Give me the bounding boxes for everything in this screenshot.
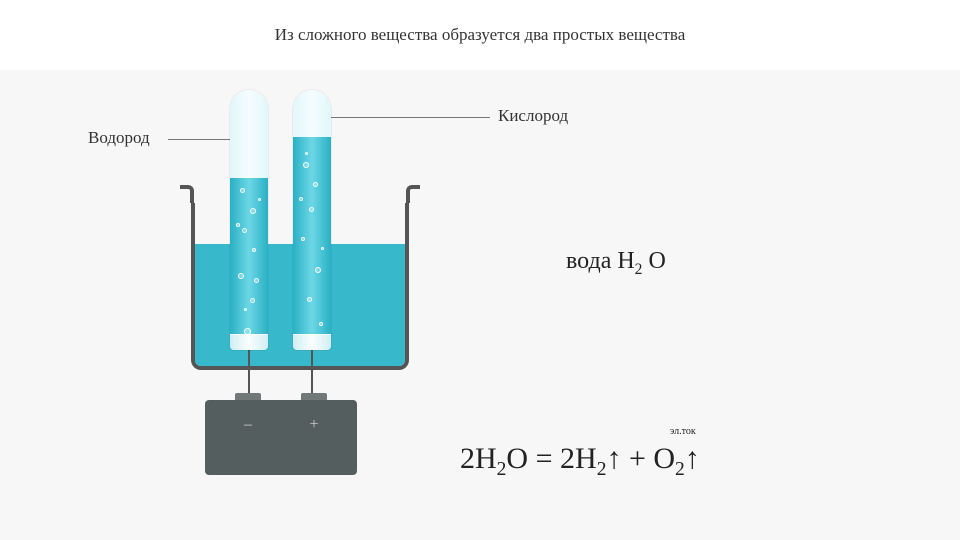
water-formula-prefix: вода H — [566, 248, 635, 274]
page-title: Из сложного вещества образуется два прос… — [275, 25, 686, 45]
battery: – + — [205, 400, 357, 475]
tube-hydrogen-electrode — [230, 334, 268, 350]
electrolysis-diagram: Водород Кислород — [60, 70, 480, 500]
hydrogen-label: Водород — [88, 128, 150, 148]
oxygen-callout-line — [310, 117, 490, 118]
tube-oxygen-electrode — [293, 334, 331, 350]
hydrogen-callout-line — [168, 139, 238, 140]
eq-p3: = — [528, 442, 560, 475]
battery-terminal-positive — [301, 393, 327, 400]
tube-hydrogen-gas — [230, 90, 268, 178]
eq-p8: O — [653, 442, 675, 475]
battery-minus-label: – — [235, 416, 261, 434]
oxygen-label: Кислород — [498, 106, 568, 126]
eq-p0: 2H — [460, 442, 497, 475]
reaction-equation: 2H2O = 2H2↑ + O2↑ — [460, 442, 700, 481]
equation-condition: эл.ток — [670, 426, 696, 437]
tube-hydrogen — [230, 90, 268, 350]
tube-oxygen-liquid — [293, 137, 331, 350]
beaker-lip-right — [406, 185, 420, 203]
eq-p10: ↑ — [685, 442, 700, 475]
tube-oxygen — [293, 90, 331, 350]
battery-terminal-negative — [235, 393, 261, 400]
eq-p7: + — [629, 442, 653, 475]
eq-p1: 2 — [497, 459, 507, 480]
battery-plus-label: + — [301, 416, 327, 434]
eq-p4: 2H — [560, 442, 597, 475]
title-band: Из сложного вещества образуется два прос… — [0, 0, 960, 70]
eq-p9: 2 — [675, 459, 685, 480]
beaker-lip-left — [180, 185, 194, 203]
water-formula-tail: O — [642, 248, 665, 274]
tube-hydrogen-liquid — [230, 178, 268, 350]
eq-p2: O — [506, 442, 528, 475]
eq-p6: ↑ — [606, 442, 629, 475]
eq-p5: 2 — [597, 459, 607, 480]
battery-body: – + — [205, 400, 357, 475]
water-formula: вода H2 O — [566, 248, 666, 279]
tube-oxygen-gas — [293, 90, 331, 137]
